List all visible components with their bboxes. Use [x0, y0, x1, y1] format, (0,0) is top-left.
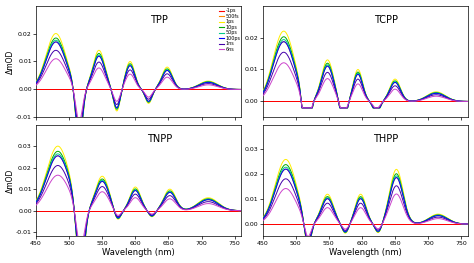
X-axis label: Wavelength (nm): Wavelength (nm)	[102, 249, 175, 257]
Y-axis label: ΔmOD: ΔmOD	[6, 168, 15, 193]
Text: TPP: TPP	[150, 14, 168, 24]
X-axis label: Wavelength (nm): Wavelength (nm)	[329, 249, 401, 257]
Text: TCPP: TCPP	[374, 14, 398, 24]
Y-axis label: ΔmOD: ΔmOD	[6, 49, 15, 74]
Legend: -1ps, 500fs, 1ps, 10ps, 50ps, 100ps, 1ns, 6ns: -1ps, 500fs, 1ps, 10ps, 50ps, 100ps, 1ns…	[219, 8, 241, 52]
Text: TNPP: TNPP	[146, 134, 172, 144]
Text: THPP: THPP	[373, 134, 399, 144]
